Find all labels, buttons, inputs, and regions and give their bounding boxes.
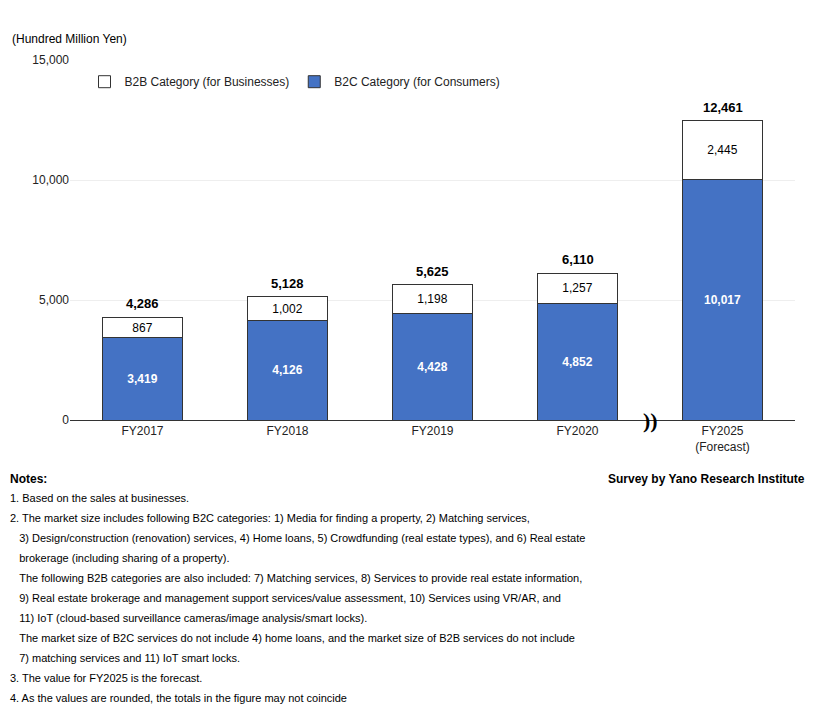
svg-text:(Hundred Million Yen): (Hundred Million Yen): [12, 32, 127, 46]
svg-text:5,128: 5,128: [271, 276, 304, 291]
svg-text:4,286: 4,286: [126, 296, 159, 311]
svg-text:0: 0: [62, 413, 69, 427]
svg-text:B2B Category (for Businesses): B2B Category (for Businesses): [125, 75, 290, 89]
svg-text:15,000: 15,000: [32, 53, 69, 67]
svg-text:FY2020: FY2020: [556, 424, 598, 438]
svg-text:5,625: 5,625: [416, 264, 449, 279]
svg-text:The following B2B categories a: The following B2B categories are also in…: [10, 572, 582, 584]
svg-text:3,419: 3,419: [127, 372, 157, 386]
svg-text:1,257: 1,257: [562, 281, 592, 295]
svg-text:10,017: 10,017: [704, 293, 741, 307]
svg-text:Survey by Yano Research Instit: Survey by Yano Research Institute: [608, 472, 805, 486]
svg-text:6,110: 6,110: [562, 252, 594, 267]
svg-text:The market size of B2C service: The market size of B2C services do not i…: [10, 632, 575, 644]
svg-text:4. As the values are rounded,: 4. As the values are rounded, the totals…: [10, 692, 347, 704]
svg-text:FY2018: FY2018: [266, 424, 308, 438]
svg-text:brokerage (including sharing o: brokerage (including sharing of a proper…: [10, 552, 230, 564]
svg-text:12,461: 12,461: [703, 100, 743, 115]
svg-text:FY2019: FY2019: [411, 424, 453, 438]
svg-text:7) matching services and 11) I: 7) matching services and 11) IoT smart l…: [10, 652, 240, 664]
svg-text:B2C Category (for Consumers): B2C Category (for Consumers): [334, 75, 499, 89]
svg-text:4,126: 4,126: [272, 363, 302, 377]
svg-text:Notes:: Notes:: [10, 472, 47, 486]
svg-text:)): )): [643, 408, 658, 433]
svg-text:1,002: 1,002: [272, 302, 302, 316]
svg-text:5,000: 5,000: [39, 293, 69, 307]
svg-text:FY2017: FY2017: [121, 424, 163, 438]
svg-text:3) Design/construction (renova: 3) Design/construction (renovation) serv…: [10, 532, 585, 544]
svg-text:1,198: 1,198: [417, 292, 447, 306]
svg-text:2,445: 2,445: [707, 143, 737, 157]
svg-text:FY2025(Forecast): FY2025(Forecast): [695, 424, 750, 454]
svg-text:11) IoT (cloud-based surveilla: 11) IoT (cloud-based surveillance camera…: [10, 612, 367, 624]
svg-text:867: 867: [132, 321, 152, 335]
svg-text:1. Based on the sales at busin: 1. Based on the sales at businesses.: [10, 492, 189, 504]
svg-text:2. The market size includes fo: 2. The market size includes following B2…: [10, 512, 530, 524]
svg-text:3. The value for FY2025 is the: 3. The value for FY2025 is the forecast.: [10, 672, 202, 684]
svg-text:4,852: 4,852: [562, 355, 592, 369]
svg-text:4,428: 4,428: [417, 360, 447, 374]
svg-text:9) Real estate brokerage and m: 9) Real estate brokerage and management …: [10, 592, 561, 604]
svg-text:10,000: 10,000: [32, 173, 69, 187]
